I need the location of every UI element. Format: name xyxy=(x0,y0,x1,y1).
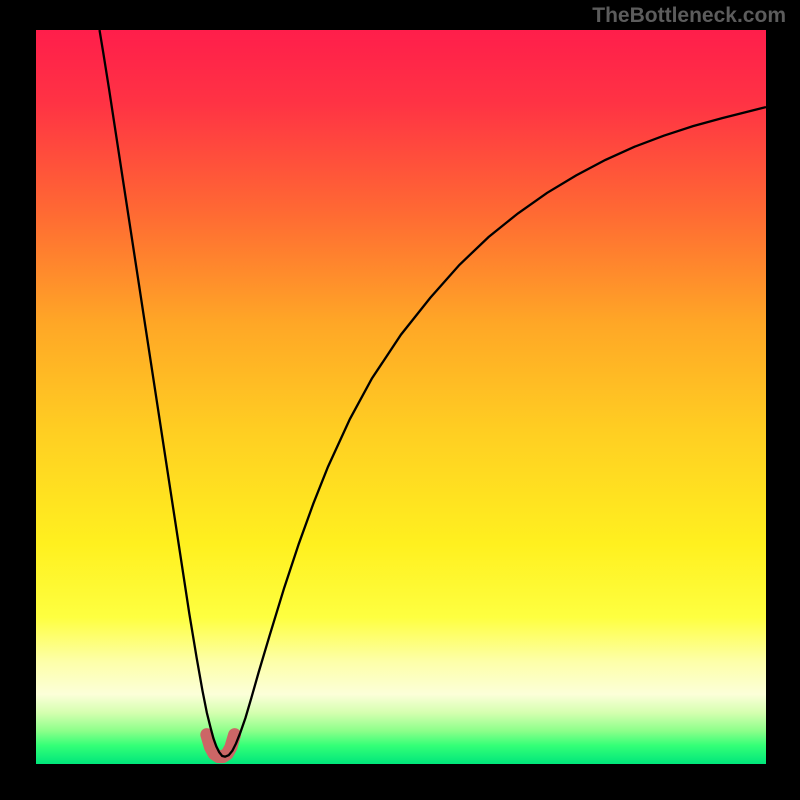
chart-svg xyxy=(36,30,766,764)
plot-area xyxy=(36,30,766,764)
chart-frame: TheBottleneck.com xyxy=(0,0,800,800)
gradient-background xyxy=(36,30,766,764)
watermark-text: TheBottleneck.com xyxy=(592,4,786,28)
